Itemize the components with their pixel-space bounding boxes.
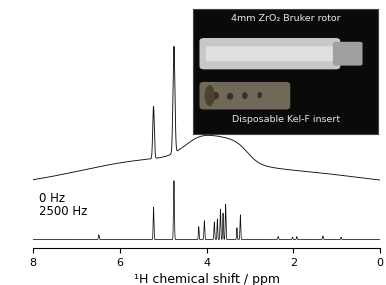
Ellipse shape [242, 92, 248, 99]
Text: Disposable Kel-F insert: Disposable Kel-F insert [232, 115, 340, 124]
Text: 0 Hz: 0 Hz [39, 192, 66, 205]
Ellipse shape [257, 92, 262, 98]
FancyBboxPatch shape [206, 46, 334, 61]
Ellipse shape [227, 93, 233, 100]
FancyBboxPatch shape [200, 82, 290, 109]
Ellipse shape [205, 85, 215, 106]
Ellipse shape [212, 92, 219, 99]
FancyBboxPatch shape [200, 38, 340, 69]
Text: 4mm ZrO₂ Bruker rotor: 4mm ZrO₂ Bruker rotor [231, 14, 340, 23]
X-axis label: ¹H chemical shift / ppm: ¹H chemical shift / ppm [134, 273, 279, 285]
Text: 2500 Hz: 2500 Hz [39, 205, 88, 217]
FancyBboxPatch shape [333, 42, 362, 66]
